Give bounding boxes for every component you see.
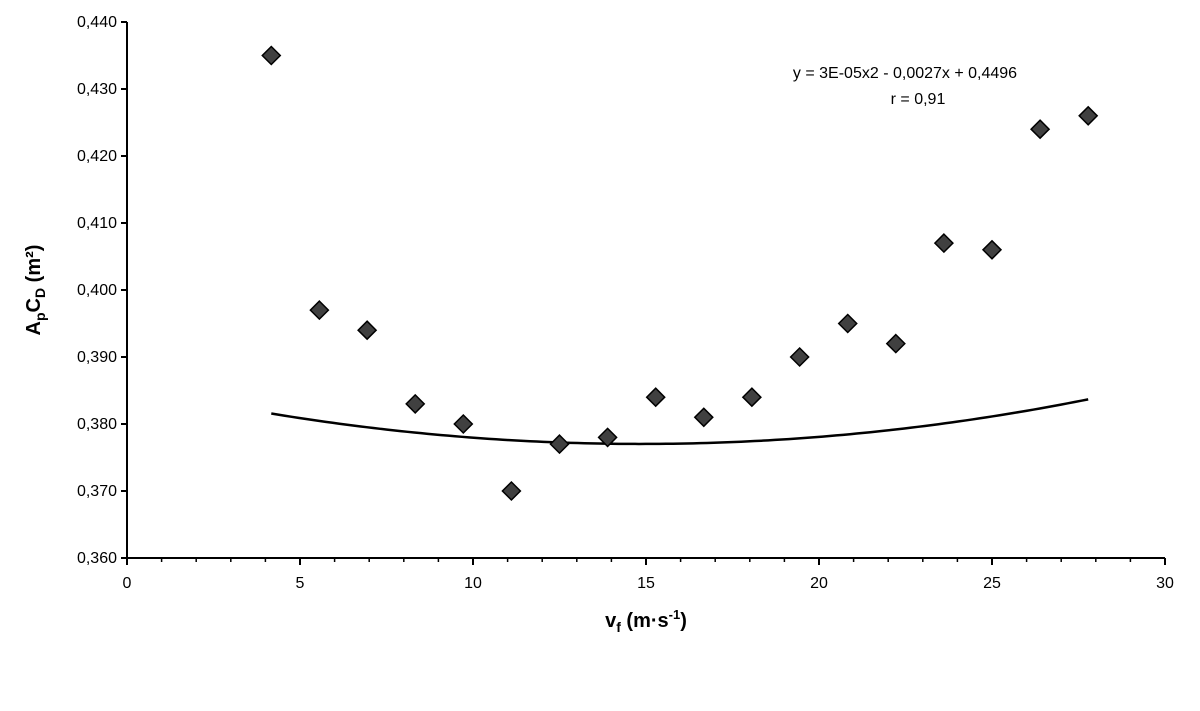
- correlation-coefficient: r = 0,91: [891, 91, 946, 108]
- trendline: [271, 398, 1089, 446]
- trendline-equation: y = 3E-05x2 - 0,0027x + 0,4496: [793, 65, 1017, 82]
- x-tick-label: 10: [464, 575, 482, 592]
- data-point: [453, 413, 474, 435]
- y-tick-label: 0,390: [77, 349, 117, 366]
- data-point: [1078, 105, 1099, 126]
- data-point: [309, 300, 330, 321]
- y-tick-label: 0,370: [77, 483, 117, 500]
- data-point: [933, 233, 954, 254]
- y-axis-title-c: C: [23, 298, 45, 312]
- x-axis-title-main: v: [605, 610, 617, 632]
- x-tick-label: 0: [123, 575, 132, 592]
- x-tick-label: 20: [810, 575, 828, 592]
- data-point: [885, 333, 906, 354]
- y-tick-label: 0,360: [77, 550, 117, 567]
- y-tick-label: 0,420: [77, 148, 117, 165]
- y-axis-title: ApCD (m²): [23, 245, 48, 336]
- y-axis-title-c-sub: D: [32, 288, 48, 298]
- data-point: [501, 480, 522, 502]
- x-tick-label: 30: [1156, 575, 1174, 592]
- x-tick-label: 15: [637, 575, 655, 592]
- x-axis-title: vf (m·s-1): [605, 607, 687, 635]
- x-tick-label: 5: [296, 575, 305, 592]
- data-point: [261, 45, 282, 66]
- trendline-layer: [271, 398, 1089, 446]
- y-tick-label: 0,380: [77, 416, 117, 433]
- y-axis-title-a-sub: p: [32, 312, 48, 321]
- x-axis-title-close: ): [680, 610, 687, 632]
- x-tick-label: 25: [983, 575, 1001, 592]
- y-tick-label: 0,400: [77, 282, 117, 299]
- y-axis-title-a: A: [23, 321, 45, 335]
- x-axis-title-exp: -1: [669, 607, 681, 622]
- y-axis-title-unit: (m²): [23, 245, 45, 288]
- data-point: [789, 346, 810, 368]
- data-points-layer: [261, 45, 1099, 502]
- x-axis-title-unit: (m·s: [621, 610, 669, 632]
- y-tick-label: 0,440: [77, 14, 117, 31]
- data-point: [741, 387, 762, 408]
- data-point: [1030, 119, 1051, 140]
- axes-layer: 0,360 0,370 0,380 0,390 0,400 0,410 0,420 0,430…: [77, 14, 1174, 592]
- x-axis-title-sub: f: [616, 619, 621, 635]
- data-point: [645, 387, 666, 408]
- data-point: [693, 407, 714, 428]
- data-point: [837, 313, 858, 334]
- y-tick-label: 0,410: [77, 215, 117, 232]
- data-point: [981, 239, 1003, 260]
- data-point: [405, 393, 426, 414]
- data-point: [597, 427, 618, 448]
- y-tick-label: 0,430: [77, 81, 117, 98]
- data-point: [549, 434, 570, 455]
- data-point: [357, 320, 378, 341]
